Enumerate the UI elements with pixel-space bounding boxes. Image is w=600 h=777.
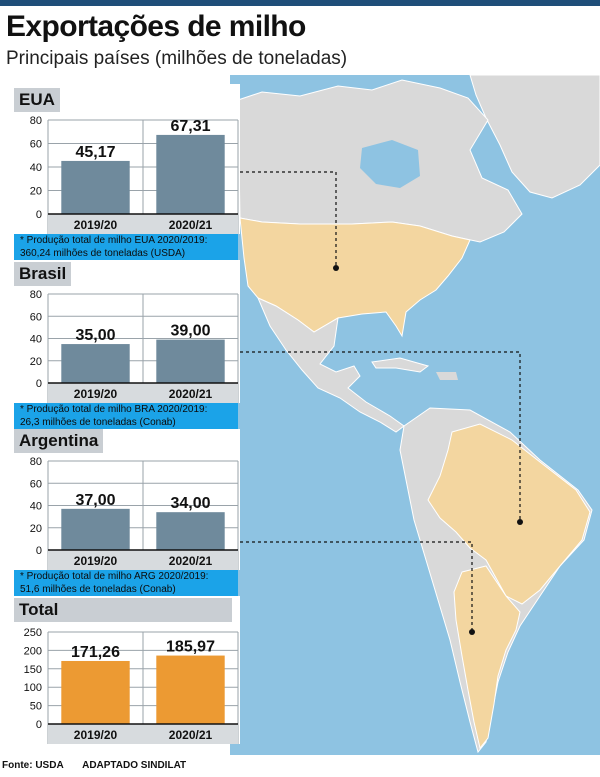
y-tick-label: 0	[36, 209, 42, 221]
bar	[61, 660, 130, 724]
y-tick-label: 40	[30, 501, 42, 513]
data-label: 45,17	[75, 144, 115, 161]
page-subtitle: Principais países (milhões de toneladas)	[6, 48, 348, 69]
x-tick-label: 2019/20	[74, 387, 118, 401]
argentina	[453, 565, 521, 750]
greenland	[469, 74, 600, 199]
bar	[156, 655, 225, 724]
data-label: 35,00	[75, 327, 115, 344]
y-tick-label: 0	[36, 378, 42, 390]
note-eua-line1: * Produção total de milho EUA 2020/2019:	[20, 235, 208, 246]
y-tick-label: 250	[24, 627, 42, 639]
x-tick-label: 2020/21	[169, 728, 213, 742]
marker-brazil	[517, 519, 523, 525]
bar	[156, 512, 225, 550]
top-accent-bar	[0, 0, 600, 6]
hispaniola	[436, 372, 458, 380]
data-label: 171,26	[71, 644, 120, 661]
y-tick-label: 0	[36, 545, 42, 557]
y-tick-label: 20	[30, 356, 42, 368]
y-tick-label: 150	[24, 664, 42, 676]
chart-argentina: 0 20 40 60 80 37,00 2019/20 34,00 2020/21	[30, 456, 239, 570]
y-tick-label: 80	[30, 289, 42, 301]
panel-title-argentina: Argentina	[14, 429, 104, 453]
y-tick-label: 60	[30, 311, 42, 323]
category-strip	[48, 724, 238, 744]
mexico-central-america	[257, 297, 405, 433]
panel-eua: EUA 0 20 40 60 80 45,17 2019/20 67,31 2020/21	[10, 84, 240, 234]
category-strip	[48, 550, 238, 570]
bar	[156, 339, 225, 383]
note-argentina: * Produção total de milho ARG 2020/2019:…	[14, 570, 238, 596]
marker-usa	[333, 265, 339, 271]
source-text: Fonte: USDA	[2, 760, 64, 771]
y-tick-label: 0	[36, 719, 42, 731]
panel-title-brasil: Brasil	[14, 262, 72, 286]
chart-total: 0 50 100 150 200 250 171,26 2019/20 185,97 2020/2…	[24, 627, 239, 744]
hudson-bay	[360, 140, 420, 188]
y-tick-label: 60	[30, 478, 42, 490]
data-label: 67,31	[170, 118, 210, 135]
connector-usa	[240, 171, 337, 268]
y-tick-label: 20	[30, 523, 42, 535]
y-tick-label: 80	[30, 115, 42, 127]
chart-brasil: 0 20 40 60 80 35,00 2019/20 39,00 2020/21	[30, 289, 239, 403]
bar	[61, 160, 130, 214]
note-argentina-line1: * Produção total de milho ARG 2020/2019:	[20, 571, 209, 582]
y-tick-label: 50	[30, 701, 42, 713]
bar	[61, 344, 130, 383]
note-argentina-line2: 51,6 milhões de toneladas (Conab)	[20, 584, 176, 595]
data-label: 39,00	[170, 323, 210, 340]
y-tick-label: 40	[30, 334, 42, 346]
y-tick-label: 200	[24, 645, 42, 657]
data-label: 37,00	[75, 492, 115, 509]
marker-argentina	[469, 629, 475, 635]
y-tick-label: 60	[30, 139, 42, 151]
note-brasil-line2: 26,3 milhões de toneladas (Conab)	[20, 417, 176, 428]
data-label: 185,97	[166, 639, 215, 656]
panel-brasil: Brasil 0 20 40 60 80 35,00 2019/20 39,00 2020/21	[10, 260, 240, 403]
page-title: Exportações de milho	[6, 10, 306, 43]
panel-total: Total 0 50 100 150 200 250 171,26 2019/20 185,97…	[10, 596, 240, 744]
category-strip	[48, 214, 238, 234]
x-tick-label: 2020/21	[169, 218, 213, 232]
note-eua: * Produção total de milho EUA 2020/2019:…	[14, 234, 238, 260]
y-tick-label: 20	[30, 186, 42, 198]
footer: Fonte: USDA ADAPTADO SINDILAT	[2, 760, 186, 771]
panel-title-total: Total	[14, 598, 232, 622]
caribbean	[371, 357, 430, 373]
category-strip	[48, 383, 238, 403]
x-tick-label: 2019/20	[74, 728, 118, 742]
data-label: 34,00	[170, 495, 210, 512]
x-tick-label: 2020/21	[169, 554, 213, 568]
brazil	[427, 423, 591, 605]
y-tick-label: 40	[30, 162, 42, 174]
bar	[61, 508, 130, 550]
y-tick-label: 100	[24, 682, 42, 694]
x-tick-label: 2020/21	[169, 387, 213, 401]
note-brasil-line1: * Produção total de milho BRA 2020/2019:	[20, 404, 208, 415]
chart-eua: 0 20 40 60 80 45,17 2019/20 67,31 2020/21	[30, 115, 239, 234]
x-tick-label: 2019/20	[74, 554, 118, 568]
note-brasil: * Produção total de milho BRA 2020/2019:…	[14, 403, 238, 429]
bar	[156, 134, 225, 214]
panel-argentina: Argentina 0 20 40 60 80 37,00 2019/20 34,00 2020…	[10, 429, 240, 570]
y-tick-label: 80	[30, 456, 42, 468]
x-tick-label: 2019/20	[74, 218, 118, 232]
note-eua-line2: 360,24 milhões de toneladas (USDA)	[20, 248, 186, 259]
credit-text: ADAPTADO SINDILAT	[82, 760, 187, 771]
panel-title-eua: EUA	[14, 88, 60, 112]
